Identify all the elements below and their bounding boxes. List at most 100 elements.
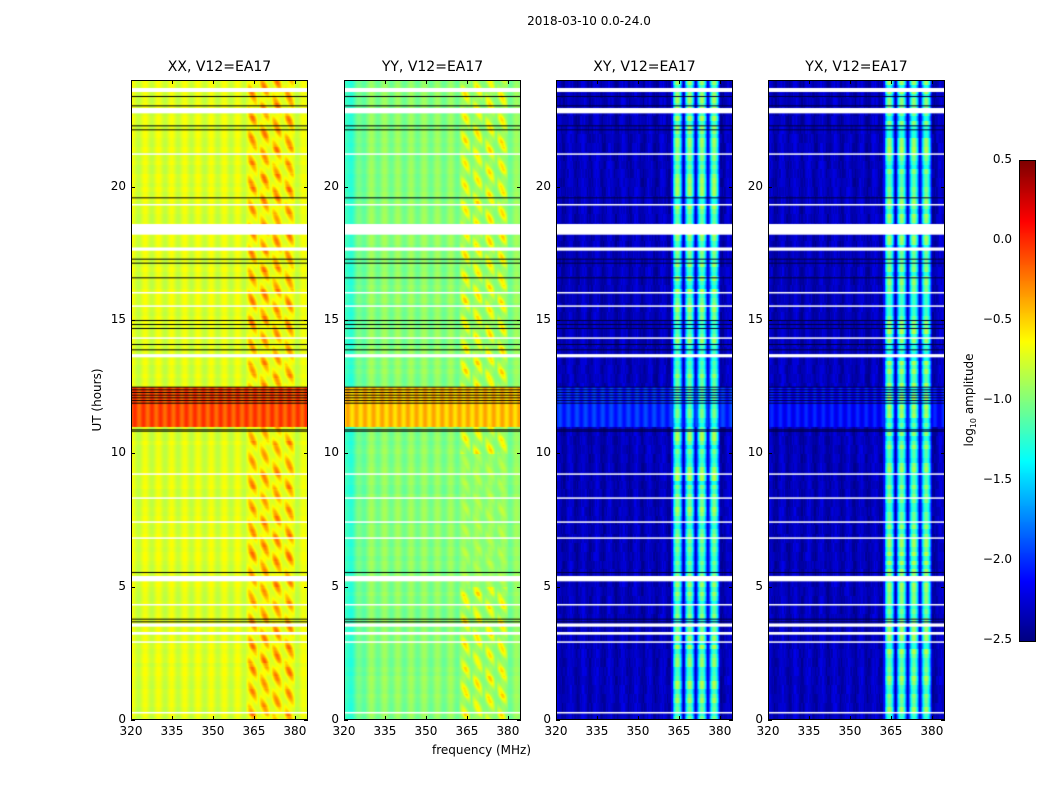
x-tick-mark bbox=[425, 80, 427, 84]
x-tick-mark bbox=[253, 716, 255, 720]
x-tick-label: 320 bbox=[544, 724, 568, 738]
y-tick-mark bbox=[131, 320, 135, 321]
y-tick-mark bbox=[729, 320, 733, 321]
y-tick-mark bbox=[556, 720, 560, 721]
y-tick-mark bbox=[344, 186, 348, 188]
x-tick-mark bbox=[507, 80, 509, 84]
x-tick-mark bbox=[384, 716, 386, 720]
y-tick-label: 5 bbox=[118, 578, 126, 593]
y-tick-mark bbox=[768, 586, 772, 588]
x-tick-mark bbox=[171, 80, 173, 84]
y-tick-mark bbox=[517, 320, 521, 321]
x-tick-label: 365 bbox=[667, 724, 691, 738]
colorbar-gradient bbox=[1019, 160, 1036, 642]
x-tick-mark bbox=[849, 716, 851, 720]
y-tick-label: 5 bbox=[543, 578, 551, 593]
colorbar-tick-label: 0.5 bbox=[992, 152, 1012, 166]
colorbar-tick-label: 0.0 bbox=[992, 232, 1012, 246]
x-tick-mark bbox=[596, 80, 598, 84]
colorbar-tick-label: −2.5 bbox=[982, 632, 1012, 646]
y-tick-mark bbox=[131, 186, 135, 188]
y-tick-mark bbox=[517, 186, 521, 188]
y-tick-mark bbox=[304, 586, 308, 588]
x-tick-mark bbox=[719, 716, 721, 720]
y-tick-label: 10 bbox=[535, 445, 551, 460]
x-tick-label: 335 bbox=[373, 724, 397, 738]
y-tick-mark bbox=[304, 720, 308, 721]
x-tick-mark bbox=[678, 80, 680, 84]
x-tick-mark bbox=[931, 80, 933, 84]
y-tick-label: 15 bbox=[323, 312, 339, 326]
y-tick-mark bbox=[941, 453, 945, 455]
x-tick-mark bbox=[294, 716, 296, 720]
y-tick-mark bbox=[729, 453, 733, 455]
colorbar-tick-label: −1.0 bbox=[982, 392, 1012, 406]
x-tick-label: 335 bbox=[585, 724, 609, 738]
panel-title: YX, V12=EA17 bbox=[805, 59, 908, 75]
y-tick-mark bbox=[344, 720, 348, 721]
x-tick-mark bbox=[344, 80, 345, 84]
y-tick-mark bbox=[729, 186, 733, 188]
heatmap bbox=[768, 80, 945, 720]
y-tick-mark bbox=[729, 720, 733, 721]
y-tick-mark bbox=[517, 720, 521, 721]
x-tick-label: 380 bbox=[920, 724, 944, 738]
colorbar-tick-label: −1.5 bbox=[982, 472, 1012, 486]
y-tick-label: 15 bbox=[535, 312, 551, 326]
y-tick-mark bbox=[517, 453, 521, 455]
y-tick-mark bbox=[131, 586, 135, 588]
x-axis-label: frequency (MHz) bbox=[432, 743, 532, 757]
y-tick-label: 20 bbox=[323, 178, 339, 193]
y-tick-mark bbox=[768, 720, 772, 721]
x-tick-label: 320 bbox=[119, 724, 143, 738]
y-tick-mark bbox=[941, 320, 945, 321]
x-tick-mark bbox=[890, 80, 892, 84]
x-tick-label: 335 bbox=[797, 724, 821, 738]
y-tick-label: 10 bbox=[323, 445, 339, 460]
heatmap bbox=[556, 80, 733, 720]
heatmap bbox=[131, 80, 308, 720]
x-tick-mark bbox=[171, 716, 173, 720]
x-tick-label: 380 bbox=[283, 724, 307, 738]
y-tick-mark bbox=[556, 453, 560, 455]
y-tick-label: 0 bbox=[118, 712, 126, 726]
x-tick-label: 365 bbox=[242, 724, 266, 738]
y-tick-mark bbox=[304, 453, 308, 455]
y-tick-label: 0 bbox=[543, 712, 551, 726]
x-tick-mark bbox=[212, 80, 214, 84]
x-tick-label: 350 bbox=[201, 724, 225, 738]
y-tick-mark bbox=[768, 320, 772, 321]
suptitle: 2018-03-10 0.0-24.0 bbox=[527, 14, 651, 28]
x-tick-label: 365 bbox=[879, 724, 903, 738]
y-tick-label: 15 bbox=[110, 312, 126, 326]
y-tick-label: 15 bbox=[747, 312, 763, 326]
x-tick-label: 350 bbox=[626, 724, 650, 738]
y-tick-mark bbox=[729, 586, 733, 588]
y-tick-mark bbox=[344, 453, 348, 455]
x-tick-mark bbox=[556, 80, 557, 84]
x-tick-label: 380 bbox=[708, 724, 732, 738]
x-tick-mark bbox=[507, 716, 509, 720]
x-tick-mark bbox=[384, 80, 386, 84]
y-tick-mark bbox=[304, 320, 308, 321]
y-axis-label: UT (hours) bbox=[90, 368, 104, 432]
x-tick-mark bbox=[253, 80, 255, 84]
x-tick-label: 380 bbox=[496, 724, 520, 738]
x-tick-mark bbox=[849, 80, 851, 84]
x-tick-mark bbox=[768, 716, 769, 720]
x-tick-label: 350 bbox=[838, 724, 862, 738]
x-tick-mark bbox=[719, 80, 721, 84]
x-tick-mark bbox=[294, 80, 296, 84]
x-tick-label: 365 bbox=[455, 724, 479, 738]
y-tick-mark bbox=[517, 586, 521, 588]
colorbar-tick-label: −2.0 bbox=[982, 552, 1012, 566]
x-tick-mark bbox=[344, 716, 345, 720]
y-tick-mark bbox=[941, 586, 945, 588]
y-tick-label: 20 bbox=[535, 178, 551, 193]
x-tick-mark bbox=[466, 716, 468, 720]
x-tick-mark bbox=[637, 716, 639, 720]
y-tick-mark bbox=[304, 186, 308, 188]
colorbar-label: log10 amplitude bbox=[961, 353, 979, 447]
y-tick-mark bbox=[344, 320, 348, 321]
